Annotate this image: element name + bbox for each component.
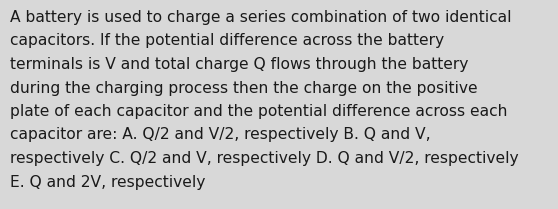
Text: plate of each capacitor and the potential difference across each: plate of each capacitor and the potentia…	[10, 104, 507, 119]
Text: A battery is used to charge a series combination of two identical: A battery is used to charge a series com…	[10, 10, 512, 25]
Text: terminals is V and total charge Q flows through the battery: terminals is V and total charge Q flows …	[10, 57, 468, 72]
Text: capacitor are: A. Q/2 and V/2, respectively B. Q and V,: capacitor are: A. Q/2 and V/2, respectiv…	[10, 127, 431, 143]
Text: E. Q and 2V, respectively: E. Q and 2V, respectively	[10, 175, 205, 190]
Text: during the charging process then the charge on the positive: during the charging process then the cha…	[10, 80, 478, 96]
Text: capacitors. If the potential difference across the battery: capacitors. If the potential difference …	[10, 33, 444, 48]
Text: respectively C. Q/2 and V, respectively D. Q and V/2, respectively: respectively C. Q/2 and V, respectively …	[10, 151, 518, 166]
